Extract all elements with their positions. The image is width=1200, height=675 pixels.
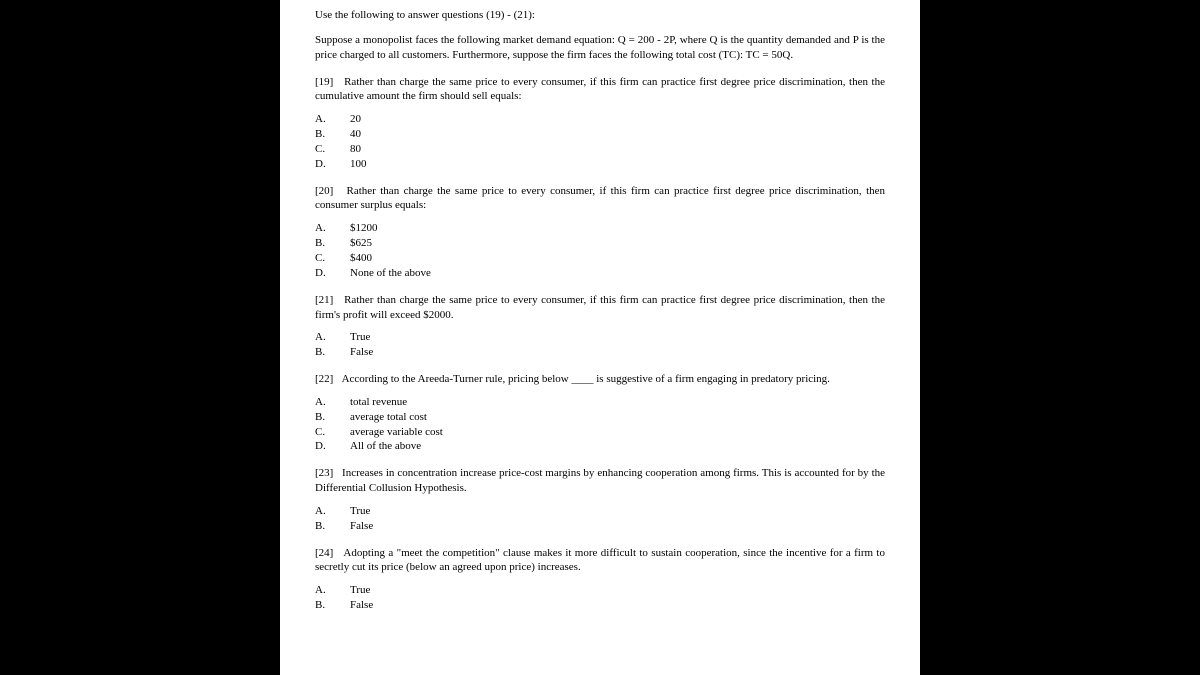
question-number: [24] (315, 547, 333, 559)
question-24: [24] Adopting a "meet the competition" c… (315, 546, 885, 613)
option-a: A.True (315, 504, 885, 519)
option-text: 80 (350, 142, 885, 157)
question-number: [22] (315, 373, 333, 385)
option-b: B.average total cost (315, 410, 885, 425)
options-list: A.total revenue B.average total cost C.a… (315, 395, 885, 454)
option-letter: B. (315, 345, 350, 360)
option-letter: C. (315, 142, 350, 157)
option-text: All of the above (350, 439, 885, 454)
question-text: Increases in concentration increase pric… (315, 467, 885, 494)
option-a: A.True (315, 330, 885, 345)
question-number: [21] (315, 294, 333, 306)
option-text: None of the above (350, 266, 885, 281)
option-text: True (350, 504, 885, 519)
option-text: $625 (350, 236, 885, 251)
options-list: A.20 B.40 C.80 D.100 (315, 112, 885, 171)
option-text: 100 (350, 157, 885, 172)
intro-text: Use the following to answer questions (1… (315, 8, 885, 23)
question-number: [23] (315, 467, 333, 479)
options-list: A.True B.False (315, 583, 885, 613)
option-text: False (350, 519, 885, 534)
question-text: Rather than charge the same price to eve… (315, 294, 885, 321)
option-letter: B. (315, 127, 350, 142)
option-letter: B. (315, 236, 350, 251)
option-letter: A. (315, 221, 350, 236)
option-text: False (350, 598, 885, 613)
question-number: [20] (315, 185, 333, 197)
option-text: total revenue (350, 395, 885, 410)
option-letter: C. (315, 251, 350, 266)
question-text: Rather than charge the same price to eve… (315, 76, 885, 103)
question-19: [19] Rather than charge the same price t… (315, 75, 885, 172)
option-b: B.False (315, 519, 885, 534)
option-b: B.$625 (315, 236, 885, 251)
question-text: Rather than charge the same price to eve… (315, 185, 885, 212)
option-c: C.average variable cost (315, 425, 885, 440)
option-d: D.None of the above (315, 266, 885, 281)
setup-text: Suppose a monopolist faces the following… (315, 33, 885, 63)
option-text: average total cost (350, 410, 885, 425)
question-stem: [22] According to the Areeda-Turner rule… (315, 372, 885, 387)
option-letter: A. (315, 504, 350, 519)
option-text: True (350, 583, 885, 598)
option-c: C.$400 (315, 251, 885, 266)
question-stem: [19] Rather than charge the same price t… (315, 75, 885, 105)
option-text: 20 (350, 112, 885, 127)
option-text: 40 (350, 127, 885, 142)
question-stem: [20] Rather than charge the same price t… (315, 184, 885, 214)
option-letter: A. (315, 112, 350, 127)
option-b: B.40 (315, 127, 885, 142)
option-a: A.20 (315, 112, 885, 127)
option-a: A.$1200 (315, 221, 885, 236)
option-b: B.False (315, 598, 885, 613)
option-b: B.False (315, 345, 885, 360)
option-letter: B. (315, 598, 350, 613)
option-letter: A. (315, 583, 350, 598)
question-stem: [21] Rather than charge the same price t… (315, 293, 885, 323)
option-text: average variable cost (350, 425, 885, 440)
options-list: A.True B.False (315, 504, 885, 534)
option-letter: C. (315, 425, 350, 440)
question-number: [19] (315, 76, 333, 88)
options-list: A.$1200 B.$625 C.$400 D.None of the abov… (315, 221, 885, 280)
option-c: C.80 (315, 142, 885, 157)
question-stem: [24] Adopting a "meet the competition" c… (315, 546, 885, 576)
question-23: [23] Increases in concentration increase… (315, 466, 885, 533)
option-a: A.total revenue (315, 395, 885, 410)
document-page: Use the following to answer questions (1… (280, 0, 920, 675)
question-text: Adopting a "meet the competition" clause… (315, 547, 885, 574)
option-text: $1200 (350, 221, 885, 236)
question-text: According to the Areeda-Turner rule, pri… (342, 373, 830, 385)
option-text: False (350, 345, 885, 360)
option-d: D.All of the above (315, 439, 885, 454)
option-a: A.True (315, 583, 885, 598)
question-22: [22] According to the Areeda-Turner rule… (315, 372, 885, 454)
option-letter: D. (315, 439, 350, 454)
option-letter: A. (315, 395, 350, 410)
option-text: $400 (350, 251, 885, 266)
option-letter: B. (315, 519, 350, 534)
option-letter: D. (315, 157, 350, 172)
option-letter: A. (315, 330, 350, 345)
question-20: [20] Rather than charge the same price t… (315, 184, 885, 281)
option-d: D.100 (315, 157, 885, 172)
options-list: A.True B.False (315, 330, 885, 360)
option-letter: D. (315, 266, 350, 281)
question-stem: [23] Increases in concentration increase… (315, 466, 885, 496)
question-21: [21] Rather than charge the same price t… (315, 293, 885, 360)
option-letter: B. (315, 410, 350, 425)
option-text: True (350, 330, 885, 345)
